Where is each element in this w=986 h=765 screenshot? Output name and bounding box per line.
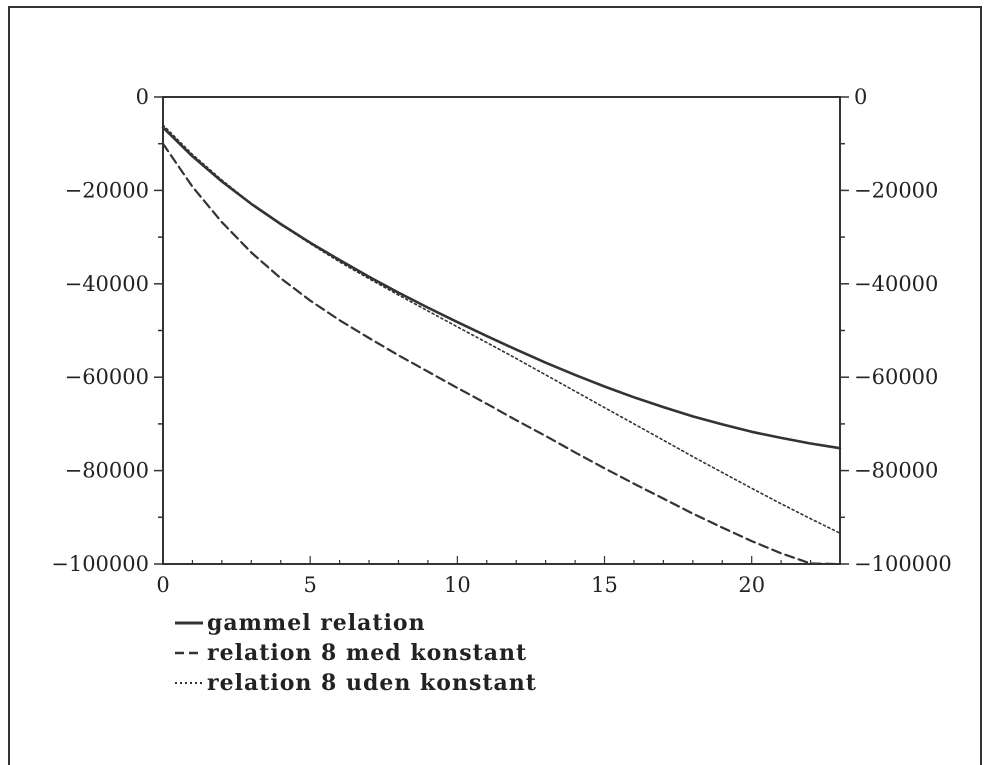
y-tick-label-left: −60000 [65, 365, 149, 389]
x-tick-label: 10 [444, 573, 471, 597]
y-tick-label-left: −100000 [51, 552, 149, 576]
series-line-3 [162, 124, 841, 534]
plot-axes: 0 0 −20000 −20000 −40000 −40000 −60000 −60000 −8… [51, 85, 952, 597]
y-tick-label-right: −40000 [854, 272, 938, 296]
x-tick-label: 0 [156, 573, 169, 597]
series-layer [161, 124, 842, 566]
plot-border [162, 96, 841, 565]
y-tick-label-right: −100000 [854, 552, 952, 576]
legend-label-1: gammel relation [207, 610, 426, 636]
legend: gammel relation relation 8 med konstant re… [175, 610, 537, 696]
y-tick-label-right: −60000 [854, 365, 938, 389]
x-tick-label: 5 [303, 573, 316, 597]
y-tick-label-right: −20000 [854, 178, 938, 202]
figure-frame [8, 6, 982, 765]
legend-label-3: relation 8 uden konstant [207, 670, 537, 696]
y-tick-label-right: 0 [854, 85, 867, 109]
series-line-2 [161, 142, 842, 566]
y-tick-label-left: −40000 [65, 272, 149, 296]
x-tick-label: 20 [738, 573, 765, 597]
legend-label-2: relation 8 med konstant [207, 640, 527, 666]
x-tick-label: 15 [591, 573, 618, 597]
series-line-1 [161, 126, 842, 450]
y-tick-label-left: −20000 [65, 178, 149, 202]
y-tick-label-left: 0 [136, 85, 149, 109]
y-tick-label-left: −80000 [65, 459, 149, 483]
y-tick-label-right: −80000 [854, 459, 938, 483]
